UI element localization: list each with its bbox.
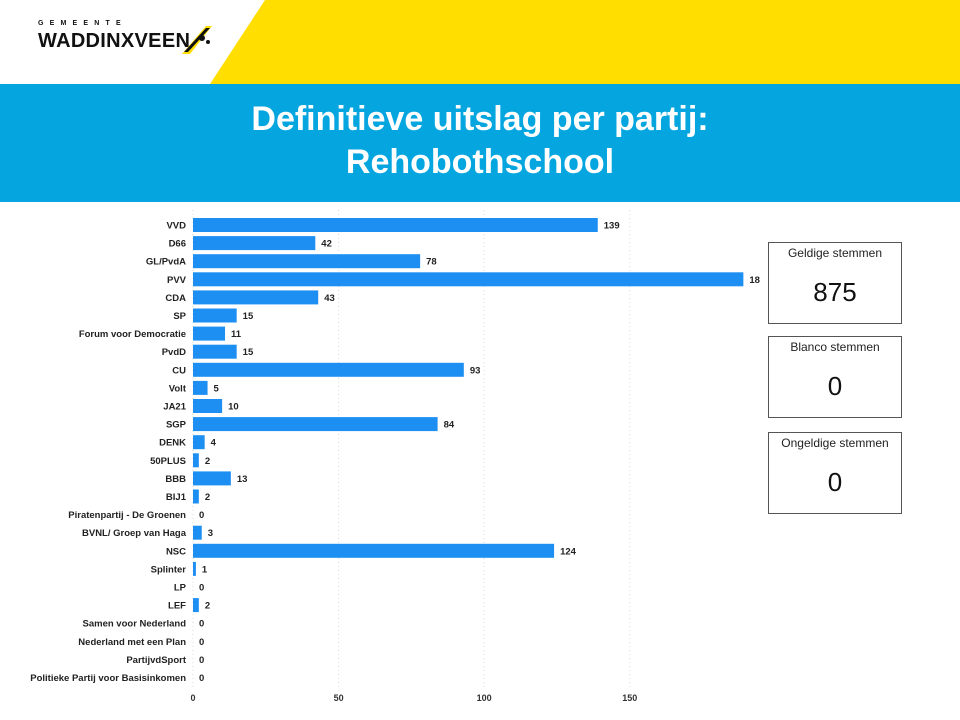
category-label: NSC: [166, 546, 186, 557]
bar: [193, 254, 421, 269]
bar: [193, 380, 208, 395]
category-label: Nederland met een Plan: [78, 637, 186, 648]
bar: [193, 561, 196, 576]
bar: [193, 218, 598, 232]
data-label: 5: [214, 383, 220, 394]
category-label: CU: [172, 365, 186, 376]
page-title: Definitieve uitslag per partij: Rehoboth…: [0, 98, 960, 184]
yellow-band: [210, 0, 960, 84]
bar: [193, 471, 231, 486]
bar: [193, 417, 438, 432]
data-label: 139: [604, 221, 620, 232]
category-label: BBB: [165, 474, 186, 485]
data-label: 11: [231, 329, 242, 340]
category-label: Politieke Partij voor Basisinkomen: [30, 673, 186, 684]
category-label: D66: [169, 239, 186, 250]
category-label: PvdD: [162, 347, 186, 358]
x-tick-label: 50: [334, 693, 344, 703]
bar: [193, 453, 199, 468]
municipality-name: WADDINXVEEN: [38, 30, 191, 52]
bar: [193, 326, 226, 341]
kpi-valid-votes: Geldige stemmen 875: [768, 242, 902, 324]
bar: [193, 598, 199, 613]
data-label: 189: [749, 275, 760, 286]
data-label: 93: [470, 365, 481, 376]
kpi-value: 875: [813, 277, 857, 307]
category-label: LP: [174, 583, 187, 594]
category-label: Piratenpartij - De Groenen: [68, 510, 186, 521]
title-band: [0, 84, 960, 202]
data-label: 0: [199, 619, 204, 630]
category-label: SP: [173, 311, 186, 322]
category-label: GL/PvdA: [146, 257, 186, 268]
data-label: 78: [426, 257, 437, 268]
category-label: Forum voor Democratie: [79, 329, 186, 340]
data-label: 84: [444, 420, 455, 431]
category-label: VVD: [166, 221, 186, 232]
category-label: Splinter: [151, 564, 187, 575]
category-label: CDA: [165, 293, 186, 304]
bar: [193, 489, 199, 504]
data-label: 0: [199, 583, 204, 594]
data-label: 2: [205, 601, 210, 612]
data-label: 124: [560, 546, 577, 557]
kpi-label: Geldige stemmen: [787, 246, 883, 260]
data-label: 15: [243, 311, 254, 322]
bar: [193, 543, 555, 558]
category-label: 50PLUS: [150, 456, 186, 467]
category-label: DENK: [159, 438, 186, 449]
bar: [193, 344, 237, 359]
bar: [193, 272, 744, 287]
bar: [193, 308, 237, 323]
kpi-label: Ongeldige stemmen: [781, 436, 889, 450]
data-label: 0: [199, 510, 204, 521]
bar-chart: 050100150200250VVD139D6642GL/PvdA78PVV18…: [30, 210, 760, 703]
data-label: 0: [199, 655, 204, 666]
data-label: 15: [243, 347, 254, 358]
category-label: PVV: [167, 275, 187, 286]
category-label: SGP: [166, 420, 187, 431]
bar: [193, 399, 223, 413]
data-label: 4: [211, 438, 217, 449]
data-label: 0: [199, 673, 204, 684]
bar: [193, 236, 316, 251]
x-tick-label: 150: [622, 693, 637, 703]
category-label: Volt: [169, 383, 187, 394]
data-label: 2: [205, 456, 210, 467]
data-label: 0: [199, 637, 204, 648]
data-label: 10: [228, 402, 239, 413]
data-label: 43: [324, 293, 335, 304]
category-label: BVNL/ Groep van Haga: [82, 528, 187, 539]
bar: [193, 290, 319, 305]
category-label: JA21: [163, 402, 186, 413]
category-label: PartijvdSport: [126, 655, 186, 666]
kpi-label: Blanco stemmen: [790, 340, 880, 354]
category-label: LEF: [168, 601, 186, 612]
coat-of-arms-icon: [182, 26, 212, 54]
data-label: 1: [202, 564, 208, 575]
header: GEMEENTE WADDINXVEEN: [0, 0, 960, 84]
bar: [193, 525, 202, 540]
title-line-1: Definitieve uitslag per partij:: [251, 100, 709, 138]
bar: [193, 435, 205, 450]
kpi-blank-votes: Blanco stemmen 0: [768, 336, 902, 418]
kpi-value: 0: [827, 467, 843, 497]
municipality-logo: GEMEENTE WADDINXVEEN: [38, 20, 190, 53]
data-label: 2: [205, 492, 210, 503]
data-label: 3: [208, 528, 213, 539]
data-label: 13: [237, 474, 248, 485]
municipality-label: GEMEENTE: [38, 20, 127, 27]
x-tick-label: 100: [477, 693, 492, 703]
category-label: BIJ1: [166, 492, 187, 503]
data-label: 42: [321, 239, 332, 250]
kpi-value: 0: [827, 371, 843, 401]
bar: [193, 362, 464, 377]
x-tick-label: 0: [190, 693, 195, 703]
title-line-2: Rehobothschool: [345, 143, 615, 181]
kpi-invalid-votes: Ongeldige stemmen 0: [768, 432, 902, 514]
category-label: Samen voor Nederland: [83, 619, 187, 630]
